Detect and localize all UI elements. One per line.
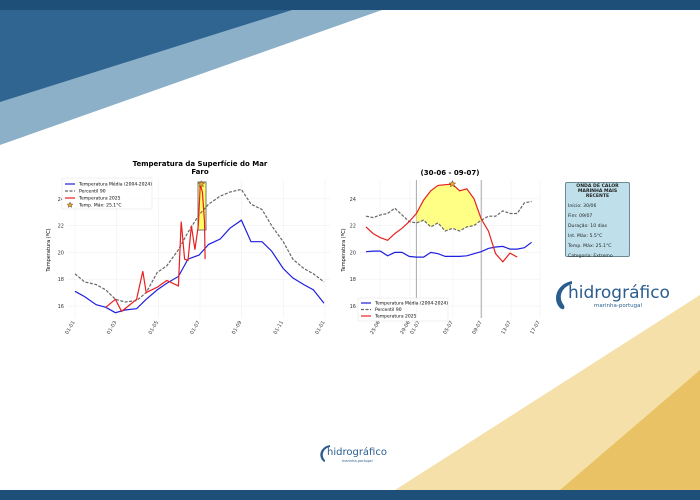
dark-blue-shape <box>0 10 292 102</box>
x-tick-label: 17-07 <box>529 320 541 336</box>
info-max-temp: Temp. Máx: 25.1°C <box>568 244 612 249</box>
legend-label: Temperatura Média (2004-2024) <box>78 181 152 188</box>
top-bar <box>0 0 700 10</box>
y-tick-label: 20 <box>350 250 356 256</box>
y-tick-label: 24 <box>58 197 64 203</box>
x-tick-label: 05-07 <box>442 320 454 336</box>
x-tick-label: 09-07 <box>471 320 483 336</box>
y-tick-label: 16 <box>58 304 64 310</box>
dark-yellow-shape <box>560 370 700 490</box>
x-tick-label: 01-03 <box>106 320 118 336</box>
series-line-0 <box>365 241 532 258</box>
heatwave-fill <box>416 184 482 231</box>
x-tick-label: 13-07 <box>500 320 512 336</box>
series-line-0 <box>74 219 325 314</box>
x-tick-label: 01-07 <box>189 320 201 336</box>
x-tick-label: 25-06 <box>369 320 381 336</box>
legend-label: Temp. Máx: 25.1°C <box>78 202 122 209</box>
chart-subtitle: Faro <box>191 168 209 176</box>
info-max-intensity: Int. Máx: 5.5°C <box>568 234 603 239</box>
legend-label: Percentil 90 <box>375 307 402 313</box>
y-tick-label: 18 <box>350 277 356 283</box>
info-end: Fim: 09/07 <box>568 214 593 219</box>
legend-label: Temperatura 2025 <box>374 314 417 320</box>
info-box: ONDA DE CALOR MARINHA MAIS RECENTE Iníci… <box>565 182 630 259</box>
logo-tagline: marinha-portugal <box>594 303 642 309</box>
y-axis-label: Temperatura (ºC) <box>341 228 347 272</box>
y-tick-label: 22 <box>58 224 64 230</box>
legend-box <box>61 177 153 210</box>
y-tick-label: 22 <box>350 224 356 230</box>
x-tick-label: 01-01 <box>64 320 76 336</box>
y-tick-label: 18 <box>58 277 64 283</box>
x-tick-label: 01-05 <box>148 320 160 336</box>
legend-star-icon <box>66 201 74 208</box>
chart-title: Temperatura da Superfície do Mar <box>133 160 268 168</box>
x-tick-label: 01-09 <box>231 320 243 336</box>
max-temp-star-icon <box>448 180 457 188</box>
logo-swoosh-icon <box>320 445 330 462</box>
chart-title: (30-06 - 09-07) <box>421 169 480 177</box>
x-tick-label: 01-07 <box>409 320 421 336</box>
y-tick-label: 20 <box>58 250 64 256</box>
legend-box <box>357 297 449 322</box>
legend-label: Percentil 90 <box>79 189 106 195</box>
logo-swoosh-icon <box>556 281 572 310</box>
info-start: Início: 30/06 <box>568 204 597 209</box>
y-tick-label: 16 <box>350 304 356 310</box>
logo-name: hidrográfico <box>327 447 387 458</box>
info-category: Categoria: Extremo <box>568 254 613 259</box>
logo-tagline: marinha-portugal <box>342 459 373 463</box>
info-duration: Duração: 10 dias <box>568 224 608 229</box>
max-temp-star-icon <box>197 180 206 188</box>
y-axis-label: Temperatura (ºC) <box>46 228 52 272</box>
series-line-1 <box>365 200 532 232</box>
x-tick-label: 01-11 <box>273 320 285 336</box>
y-tick-label: 24 <box>350 197 356 203</box>
legend-label: Temperatura 2025 <box>78 196 121 202</box>
series-line-2 <box>365 183 518 263</box>
legend-label: Temperatura Média (2004-2024) <box>374 300 448 307</box>
bottom-bar <box>0 490 700 500</box>
info-title: ONDA DE CALOR MARINHA MAIS RECENTE <box>576 184 619 199</box>
x-tick-label: 01-01 <box>314 320 326 336</box>
series-line-2 <box>105 183 206 313</box>
logo-name: hidrográfico <box>568 283 670 303</box>
